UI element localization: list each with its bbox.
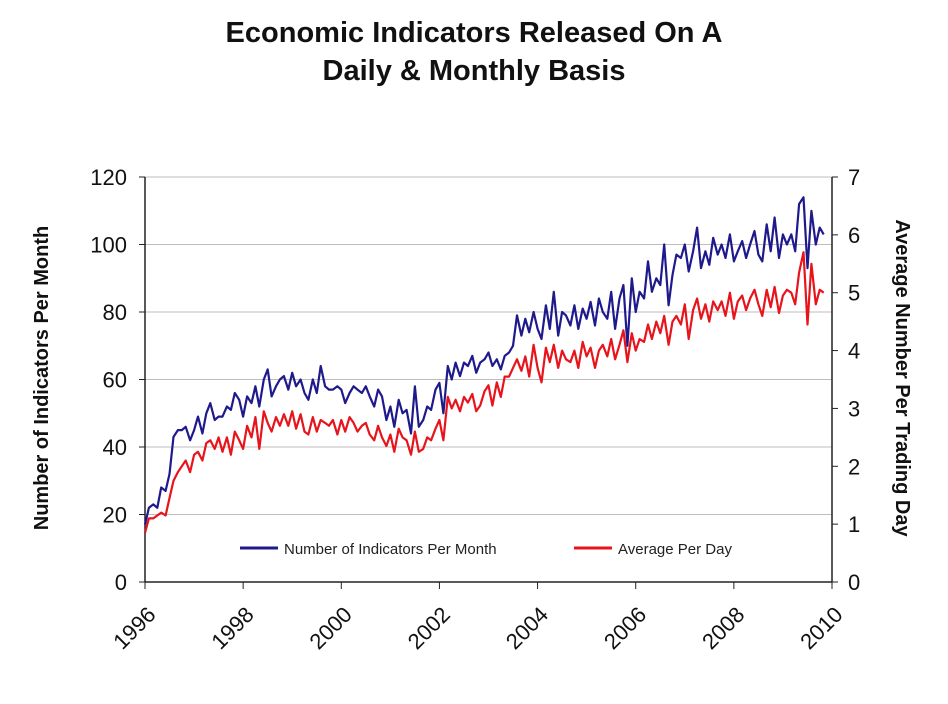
series-lines xyxy=(143,196,825,534)
left-tick-label: 60 xyxy=(103,368,127,393)
gridlines xyxy=(145,176,832,515)
right-tick-label: 3 xyxy=(848,396,860,421)
x-tick-label: 2004 xyxy=(501,602,553,654)
x-tick-label: 2010 xyxy=(795,602,847,654)
right-tick-label: 7 xyxy=(848,165,860,190)
series-line-indicators-per-month xyxy=(143,196,825,525)
x-tick-label: 1998 xyxy=(206,602,258,654)
series-line-average-per-day xyxy=(143,251,825,534)
x-tick-label: 1996 xyxy=(108,602,160,654)
right-tick-label: 6 xyxy=(848,223,860,248)
left-tick-label: 0 xyxy=(115,570,127,595)
right-axis-tick-labels: 0 1 2 3 4 5 6 7 xyxy=(848,165,860,595)
legend: Number of Indicators Per Month Average P… xyxy=(240,541,732,558)
left-tick-label: 40 xyxy=(103,435,127,460)
legend-label-daily: Average Per Day xyxy=(618,541,732,558)
right-tick-label: 4 xyxy=(848,339,860,364)
chart-title-line-2: Daily & Monthly Basis xyxy=(322,55,626,87)
right-tick-label: 5 xyxy=(848,281,860,306)
left-axis-tick-labels: 0 20 40 60 80 100 120 xyxy=(90,165,127,595)
left-tick-label: 80 xyxy=(103,300,127,325)
x-tick-label: 2000 xyxy=(305,602,357,654)
right-axis-label: Average Number Per Trading Day xyxy=(891,219,913,537)
legend-label-monthly: Number of Indicators Per Month xyxy=(284,541,497,558)
chart-title: Economic Indicators Released On A Daily … xyxy=(0,14,948,90)
x-tick-label: 2002 xyxy=(403,602,455,654)
right-tick-label: 1 xyxy=(848,512,860,537)
right-tick-label: 2 xyxy=(848,454,860,479)
left-tick-label: 20 xyxy=(103,503,127,528)
axes xyxy=(139,176,838,589)
left-tick-label: 120 xyxy=(90,165,127,190)
x-tick-label: 2006 xyxy=(599,602,651,654)
left-tick-label: 100 xyxy=(90,233,127,258)
left-axis-label: Number of Indicators Per Month xyxy=(31,226,53,530)
right-tick-label: 0 xyxy=(848,570,860,595)
x-axis-tick-labels: 1996 1998 2000 2002 2004 2006 2008 2010 xyxy=(108,602,847,654)
x-tick-label: 2008 xyxy=(697,602,749,654)
chart-title-line-1: Economic Indicators Released On A xyxy=(225,17,723,49)
